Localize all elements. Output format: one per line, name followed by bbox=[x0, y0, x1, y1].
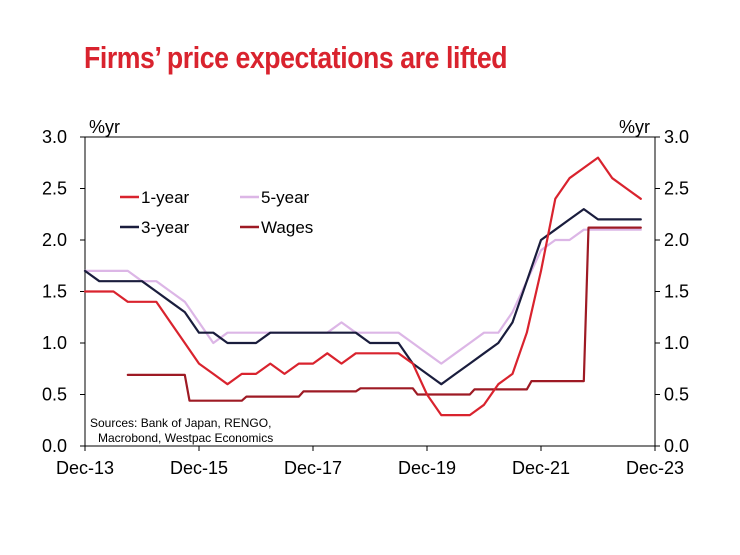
y-tick-label-left: 3.0 bbox=[42, 127, 67, 147]
y-tick-label-right: 3.0 bbox=[664, 127, 689, 147]
y-tick-label-left: 0.0 bbox=[42, 436, 67, 456]
left-y-unit-label: %yr bbox=[89, 117, 120, 137]
y-tick-label-left: 2.0 bbox=[42, 230, 67, 250]
source-line-2: Macrobond, Westpac Economics bbox=[98, 431, 273, 445]
y-tick-label-right: 0.5 bbox=[664, 385, 689, 405]
legend-label-one-year: 1-year bbox=[141, 188, 190, 207]
y-tick-label-left: 2.5 bbox=[42, 179, 67, 199]
x-tick-label: Dec-17 bbox=[284, 458, 342, 478]
legend-label-three-year: 3-year bbox=[141, 218, 190, 237]
chart-title: Firms’ price expectations are lifted bbox=[84, 40, 508, 75]
series-line-one-year bbox=[83, 156, 642, 417]
right-y-unit-label: %yr bbox=[619, 117, 650, 137]
x-tick-label: Dec-19 bbox=[398, 458, 456, 478]
legend-label-five-year: 5-year bbox=[261, 188, 310, 207]
series-lines bbox=[83, 156, 642, 417]
y-tick-label-left: 0.5 bbox=[42, 385, 67, 405]
x-tick-label: Dec-23 bbox=[626, 458, 684, 478]
y-tick-label-right: 2.5 bbox=[664, 179, 689, 199]
right-y-axis: 0.0 0.5 1.0 1.5 2.0 2.5 3.0 bbox=[655, 127, 689, 456]
y-tick-label-right: 0.0 bbox=[664, 436, 689, 456]
source-line-1: Sources: Bank of Japan, RENGO, bbox=[90, 416, 271, 430]
y-tick-label-right: 2.0 bbox=[664, 230, 689, 250]
y-tick-label-right: 1.0 bbox=[664, 333, 689, 353]
series-line-wages bbox=[126, 226, 642, 402]
y-tick-label-left: 1.0 bbox=[42, 333, 67, 353]
y-tick-label-left: 1.5 bbox=[42, 282, 67, 302]
left-y-axis: 0.0 0.5 1.0 1.5 2.0 2.5 3.0 bbox=[42, 127, 85, 456]
x-tick-label: Dec-13 bbox=[56, 458, 114, 478]
x-tick-label: Dec-15 bbox=[170, 458, 228, 478]
series-line-five-year bbox=[83, 228, 642, 365]
legend-label-wages: Wages bbox=[261, 218, 313, 237]
legend: 1-year 5-year 3-year Wages bbox=[120, 188, 313, 237]
x-tick-label: Dec-21 bbox=[512, 458, 570, 478]
y-tick-label-right: 1.5 bbox=[664, 282, 689, 302]
x-axis: Dec-13 Dec-15 Dec-17 Dec-19 Dec-21 Dec-23 bbox=[56, 446, 684, 478]
